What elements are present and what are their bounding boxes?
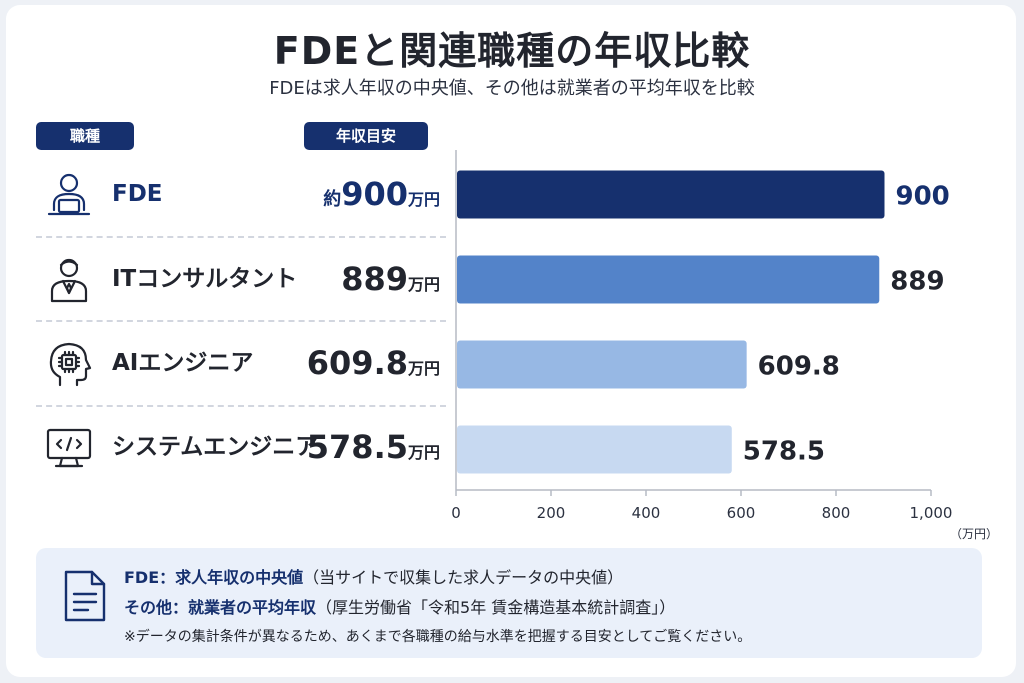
- row-ai-engineer: AIエンジニア 609.8万円: [36, 321, 446, 405]
- row-value-system-engineer: 578.5万円: [307, 405, 440, 489]
- row-label-system-engineer: システムエンジニア: [112, 434, 319, 460]
- row-it-consultant: ITコンサルタント 889万円: [36, 237, 446, 321]
- row-divider: [36, 320, 446, 322]
- row-value-unit: 万円: [407, 275, 440, 294]
- x-tick-label: 1,000: [910, 504, 953, 522]
- salary-column-header: 年収目安: [304, 122, 428, 150]
- note-line-fde-head: FDE：求人年収の中央値: [124, 568, 304, 587]
- x-axis-unit: （万円）: [950, 527, 998, 541]
- row-value-number: 609.8: [306, 344, 408, 382]
- row-value-number: 578.5: [306, 428, 408, 466]
- note-line-fde-tail: （当サイトで収集した求人データの中央値）: [303, 568, 624, 587]
- row-divider: [36, 405, 446, 407]
- chart-subtitle: FDEは求人年収の中央値、その他は就業者の平均年収を比較: [269, 78, 755, 99]
- note-line-others-tail: （厚生労働省「令和5年 賃金構造基本統計調査」）: [316, 598, 676, 617]
- row-system-engineer: システムエンジニア 578.5万円: [36, 405, 446, 489]
- row-label-ai-engineer: AIエンジニア: [112, 350, 254, 376]
- bar-value-label: 578.5: [743, 437, 825, 467]
- row-label-it-consultant: ITコンサルタント: [112, 266, 298, 292]
- bar: [457, 425, 732, 474]
- ai-head-chip-icon: [49, 342, 92, 387]
- row-divider: [36, 236, 446, 238]
- row-value-prefix: 約: [323, 189, 342, 210]
- job-column-header: 職種: [36, 122, 134, 150]
- row-value-number: 889: [341, 260, 408, 298]
- row-value-number: 900: [341, 175, 408, 213]
- row-value-unit: 万円: [407, 443, 440, 462]
- row-value-it-consultant: 889万円: [341, 237, 440, 321]
- salary-bar-chart: 0 200 400 600 800 1,000 （万円） 900 889 609.8 578.5: [451, 150, 998, 541]
- row-value-fde: 約900万円: [323, 152, 440, 236]
- row-fde: FDE 約900万円: [36, 152, 446, 236]
- bar-value-label: 609.8: [758, 352, 840, 382]
- person-laptop-icon: [47, 173, 91, 216]
- row-value-ai-engineer: 609.8万円: [307, 321, 440, 405]
- businessman-icon: [50, 258, 88, 303]
- document-icon: [64, 570, 106, 622]
- bar-value-label: 889: [890, 267, 944, 297]
- x-tick-label: 600: [727, 504, 756, 522]
- x-tick-label: 0: [451, 504, 461, 522]
- x-tick-label: 400: [632, 504, 661, 522]
- row-value-unit: 万円: [407, 359, 440, 378]
- note-line-disclaimer: ※データの集計条件が異なるため、あくまで各職種の給与水準を把握する目安としてご覧…: [124, 629, 752, 645]
- source-note: FDE：求人年収の中央値（当サイトで収集した求人データの中央値） その他：就業者…: [36, 548, 982, 658]
- note-line-others: その他：就業者の平均年収（厚生労働省「令和5年 賃金構造基本統計調査」）: [124, 594, 675, 618]
- note-line-others-head: その他：就業者の平均年収: [124, 598, 317, 617]
- x-tick-label: 800: [822, 504, 851, 522]
- bar-value-label: 900: [896, 182, 950, 212]
- bar: [457, 170, 885, 219]
- bar: [457, 255, 880, 304]
- x-tick-label: 200: [537, 504, 566, 522]
- row-label-fde: FDE: [112, 181, 163, 207]
- monitor-code-icon: [46, 428, 92, 468]
- note-line-fde: FDE：求人年収の中央値（当サイトで収集した求人データの中央値）: [124, 564, 623, 588]
- row-value-unit: 万円: [407, 190, 440, 209]
- bar: [457, 340, 747, 389]
- chart-title: FDEと関連職種の年収比較: [273, 29, 751, 73]
